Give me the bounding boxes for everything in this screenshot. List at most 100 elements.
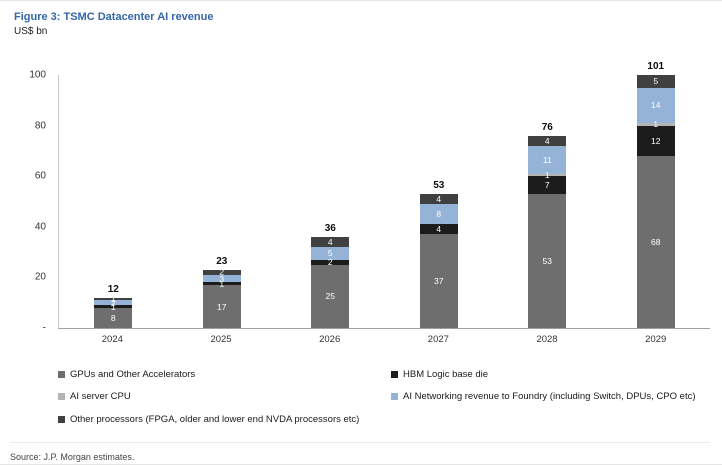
bar-segment-value: 1 <box>544 169 550 180</box>
bar-segment: 37 <box>419 234 458 328</box>
bar-segment: 5 <box>636 75 675 88</box>
bar-total-label: 101 <box>647 61 665 73</box>
x-axis-label: 2028 <box>536 334 558 345</box>
plot-area: 8 1 2 1 12 17 1 3 2 23 25 2 5 4 36 37 4 8 4 53 53 7 1 11 4 76 68 12… <box>58 61 711 329</box>
bar-segment-value: 2 <box>110 297 116 308</box>
bar-segment-value: 2 <box>219 267 225 278</box>
bar-segment: 4 <box>311 236 350 248</box>
bar-segment-value: 3 <box>219 273 225 284</box>
legend-item: AI Networking revenue to Foundry (includ… <box>391 391 710 402</box>
legend-col-left: GPUs and Other Accelerators AI server CPU… <box>58 369 391 436</box>
legend-label: AI Networking revenue to Foundry (includ… <box>403 391 696 403</box>
legend-label: AI server CPU <box>70 391 131 403</box>
bar-total-label: 36 <box>324 222 336 234</box>
bar-segment-value: 4 <box>436 224 442 235</box>
bar-slot: 37 4 8 4 53 <box>385 75 494 328</box>
bar-segment: 8 <box>419 204 458 225</box>
bar-segment: 53 <box>528 193 567 328</box>
bar-segment: 12 <box>636 125 675 156</box>
x-axis-label: 2026 <box>319 334 341 345</box>
y-tick-label: 100 <box>29 69 46 81</box>
bar-segment-value: 25 <box>325 291 335 302</box>
bar-segment-value: 14 <box>651 100 661 111</box>
bar-segment-value: 1 <box>110 301 116 312</box>
bar-slot: 25 2 5 4 36 <box>276 75 385 328</box>
bar-segment: 68 <box>636 155 675 328</box>
bar-total-label: 23 <box>216 255 228 267</box>
bar-segment: 11 <box>528 145 567 174</box>
legend-marker <box>58 371 65 378</box>
x-axis-label: 2029 <box>645 334 667 345</box>
source-note: Source: J.P. Morgan estimates. <box>10 442 710 462</box>
bar-total-label: 12 <box>107 283 119 295</box>
bar-segment: 8 <box>94 307 133 328</box>
legend: GPUs and Other Accelerators AI server CPU… <box>58 369 710 436</box>
bar-segment-value: 4 <box>327 236 333 247</box>
bar-segment: 7 <box>528 176 567 194</box>
axis-unit-label: US$ bn <box>14 26 48 37</box>
bar-segment: 1 <box>94 301 133 312</box>
stacked-bar: 17 1 3 2 23 <box>202 256 241 328</box>
stacked-bar: 53 7 1 11 4 76 <box>528 122 567 328</box>
bar-segment-value: 1 <box>110 293 116 304</box>
x-axis-label: 2027 <box>427 334 449 345</box>
bar-slot: 53 7 1 11 4 76 <box>493 75 602 328</box>
bar-segment-value: 1 <box>653 119 659 130</box>
legend-item: HBM Logic base die <box>391 369 710 380</box>
bar-slot: 8 1 2 1 12 <box>59 75 168 328</box>
bar-segment-value: 1 <box>219 278 225 289</box>
bar-segment: 17 <box>202 285 241 328</box>
bar-segment-value: 8 <box>436 208 442 219</box>
bar-total-label: 53 <box>433 179 445 191</box>
legend-marker <box>391 371 398 378</box>
stacked-bar: 25 2 5 4 36 <box>311 223 350 328</box>
legend-col-right: HBM Logic base die AI Networking revenue … <box>391 369 710 436</box>
bar-segment: 4 <box>419 193 458 205</box>
y-tick-label: 80 <box>34 120 46 132</box>
bar-segment: 1 <box>636 119 675 130</box>
x-axis-label: 2025 <box>210 334 232 345</box>
legend-marker <box>391 393 398 401</box>
y-tick-label: - <box>42 322 46 334</box>
y-tick-label: 60 <box>34 170 46 182</box>
legend-label: GPUs and Other Accelerators <box>70 369 196 380</box>
bar-segment: 2 <box>311 256 350 267</box>
legend-marker <box>58 415 65 423</box>
bar-segment-value: 8 <box>110 312 116 323</box>
bar-segment: 2 <box>202 267 241 278</box>
bar-segment: 4 <box>419 224 458 235</box>
bar-segment: 1 <box>528 169 567 180</box>
bar-segment: 4 <box>528 135 567 146</box>
legend-marker <box>58 393 65 401</box>
x-axis-labels: 2024 2025 2026 2027 2028 2029 <box>58 334 710 345</box>
bar-segment-value: 37 <box>434 275 444 286</box>
bar-total-label: 76 <box>541 121 553 133</box>
bar-segment-value: 2 <box>327 256 333 267</box>
bar-segment: 25 <box>311 264 350 328</box>
figure-title: Figure 3: TSMC Datacenter AI revenue <box>14 11 214 23</box>
legend-label: Other processors (FPGA, older and lower … <box>70 413 360 425</box>
bar-segment-value: 5 <box>653 76 659 87</box>
y-axis: - 20 40 60 80 100 <box>10 70 54 334</box>
legend-item: GPUs and Other Accelerators <box>58 369 391 380</box>
bar-segment: 2 <box>94 297 133 308</box>
bar-segment: 1 <box>94 293 133 304</box>
bar-slot: 68 12 1 14 5 101 <box>602 61 711 328</box>
stacked-bar: 37 4 8 4 53 <box>419 180 458 328</box>
bar-segment-value: 7 <box>544 179 550 190</box>
bars: 8 1 2 1 12 17 1 3 2 23 25 2 5 4 36 37 4 8 4 53 53 7 1 11 4 76 68 12… <box>59 61 711 328</box>
bar-segment-value: 4 <box>436 193 442 204</box>
chart-area: -20 40 60 80 100 8 1 2 1 12 17 1 3 2 23 25 2 5 4 36 37 4 8 4 53… <box>10 61 711 334</box>
bar-segment: 3 <box>202 273 241 284</box>
bar-segment-value: 12 <box>651 135 661 146</box>
bar-segment-value: 17 <box>217 301 227 312</box>
stacked-bar: 68 12 1 14 5 101 <box>636 61 675 328</box>
bar-segment-value: 11 <box>542 154 552 165</box>
bar-segment: 14 <box>636 87 675 124</box>
bar-segment-value: 68 <box>651 236 661 247</box>
bar-segment: 1 <box>202 278 241 289</box>
x-axis-label: 2024 <box>101 334 123 345</box>
bar-slot: 17 1 3 2 23 <box>168 75 277 328</box>
legend-label: HBM Logic base die <box>403 369 489 380</box>
